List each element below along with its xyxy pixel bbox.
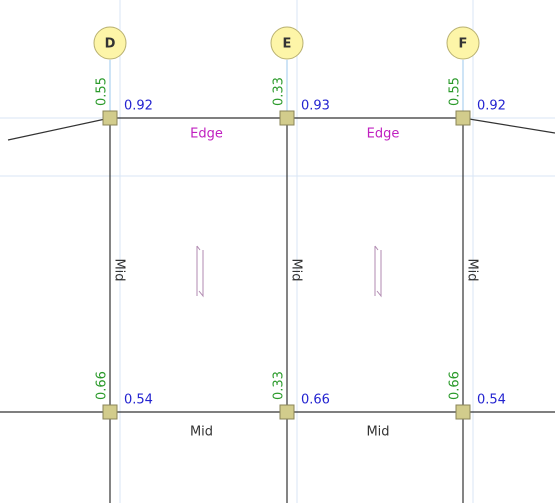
column-label: Mid xyxy=(112,258,127,281)
grid-bubble xyxy=(270,26,304,60)
beam-label: Edge xyxy=(190,127,223,142)
beam-ratio: 0.93 xyxy=(301,99,330,114)
column-label: Mid xyxy=(289,258,304,281)
grid-label: E xyxy=(283,37,292,52)
beam-label: Mid xyxy=(190,425,213,440)
column-label: Mid xyxy=(465,258,480,281)
column-ratio: 0.66 xyxy=(448,371,463,400)
span-direction xyxy=(196,245,204,298)
node xyxy=(279,110,295,126)
beam xyxy=(7,117,111,141)
beam-ratio: 0.54 xyxy=(124,393,153,408)
grid-bubble xyxy=(446,26,480,60)
node xyxy=(102,404,118,420)
beam xyxy=(462,117,555,134)
beam-label: Mid xyxy=(366,425,389,440)
span-direction xyxy=(374,245,382,298)
grid-label: F xyxy=(459,37,468,52)
column-ratio: 0.55 xyxy=(95,77,110,106)
beam-ratio: 0.92 xyxy=(124,99,153,114)
beam-ratio: 0.66 xyxy=(301,393,330,408)
beam-ratio: 0.92 xyxy=(477,99,506,114)
beam-label: Edge xyxy=(367,127,400,142)
beam-ratio: 0.54 xyxy=(477,393,506,408)
grid-bubble xyxy=(93,26,127,60)
column-ratio: 0.33 xyxy=(272,77,287,106)
node xyxy=(455,404,471,420)
node xyxy=(455,110,471,126)
column-ratio: 0.33 xyxy=(272,371,287,400)
node xyxy=(279,404,295,420)
grid-label: D xyxy=(105,37,116,52)
node xyxy=(102,110,118,126)
column-ratio: 0.66 xyxy=(95,371,110,400)
column-ratio: 0.55 xyxy=(448,77,463,106)
